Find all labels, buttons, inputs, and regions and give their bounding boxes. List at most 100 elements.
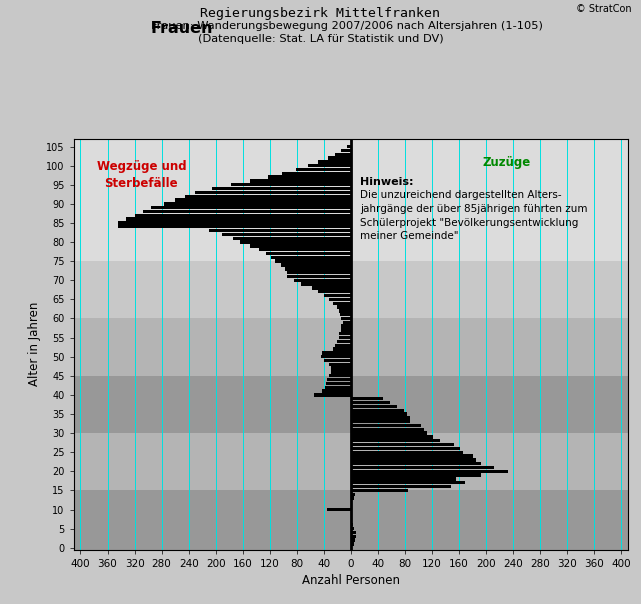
Bar (231, 183, 351, 187)
Bar (351, 500, 353, 504)
Text: Hinweis:: Hinweis: (360, 177, 414, 187)
Bar (269, 175, 351, 179)
Bar (74, 376, 628, 433)
Bar (351, 439, 440, 443)
Bar (351, 435, 433, 439)
Bar (325, 385, 351, 389)
Bar (164, 202, 351, 205)
Bar (351, 512, 353, 515)
Bar (343, 321, 351, 324)
Bar (351, 474, 481, 477)
Bar (259, 248, 351, 251)
Bar (351, 408, 404, 412)
Bar (266, 252, 351, 255)
X-axis label: Anzahl Personen: Anzahl Personen (302, 574, 400, 587)
Bar (351, 523, 353, 527)
Bar (74, 139, 628, 261)
Bar (312, 286, 351, 289)
Bar (222, 233, 351, 236)
Bar (351, 397, 383, 400)
Text: Regierungsbezirk Mittelfranken: Regierungsbezirk Mittelfranken (201, 7, 440, 21)
Bar (308, 164, 351, 167)
Bar (329, 374, 351, 378)
Bar (240, 240, 351, 244)
Bar (342, 324, 351, 328)
Bar (351, 527, 354, 530)
Bar (281, 263, 351, 267)
Bar (333, 347, 351, 351)
Bar (351, 447, 460, 450)
Text: © StratCon: © StratCon (576, 4, 631, 14)
Bar (285, 267, 351, 271)
Bar (351, 496, 354, 500)
Bar (335, 344, 351, 347)
Bar (351, 401, 390, 404)
Bar (329, 362, 351, 366)
Bar (324, 294, 351, 297)
Bar (333, 301, 351, 305)
Bar (351, 454, 472, 458)
Bar (340, 313, 351, 316)
Bar (351, 416, 410, 420)
Bar (319, 290, 351, 294)
Text: Die unzureichend dargestellten Alters-
jahrgänge der über 85jährigen führten zum: Die unzureichend dargestellten Alters- j… (360, 190, 588, 242)
Bar (351, 477, 456, 481)
Bar (301, 283, 351, 286)
Bar (339, 309, 351, 312)
Bar (322, 351, 351, 355)
Bar (351, 462, 481, 465)
Bar (331, 370, 351, 374)
Bar (282, 172, 351, 175)
Bar (74, 433, 628, 490)
Bar (351, 515, 353, 519)
Bar (151, 206, 351, 210)
Bar (296, 168, 351, 171)
Bar (249, 244, 351, 248)
Text: Frauen: Frauen (151, 21, 213, 36)
Bar (351, 531, 356, 534)
Bar (319, 160, 351, 164)
Bar (351, 485, 451, 488)
Bar (351, 458, 476, 461)
Text: Frauen: Wanderungsbewegung 2007/2006 nach Altersjahren (1-105): Frauen: Wanderungsbewegung 2007/2006 nac… (151, 21, 542, 31)
Bar (324, 359, 351, 362)
Bar (328, 156, 351, 159)
Bar (351, 451, 463, 454)
Bar (74, 490, 628, 550)
Bar (342, 317, 351, 320)
Bar (351, 428, 424, 431)
Bar (329, 298, 351, 301)
Bar (326, 382, 351, 385)
Bar (339, 332, 351, 335)
Bar (331, 367, 351, 370)
Bar (351, 413, 407, 416)
Bar (351, 466, 494, 469)
Bar (185, 194, 351, 198)
Bar (342, 328, 351, 332)
Bar (287, 275, 351, 278)
Bar (196, 191, 351, 194)
Bar (175, 198, 351, 202)
Bar (74, 261, 628, 318)
Bar (351, 504, 353, 507)
Bar (118, 221, 351, 225)
Bar (328, 378, 351, 381)
Bar (351, 424, 420, 427)
Bar (249, 179, 351, 182)
Bar (351, 481, 465, 484)
Bar (351, 405, 397, 408)
Bar (351, 431, 427, 435)
Text: Wegzüge und
Sterbefälle: Wegzüge und Sterbefälle (97, 160, 186, 190)
Bar (351, 470, 508, 473)
Text: Zuzüge: Zuzüge (482, 156, 531, 169)
Bar (351, 535, 356, 538)
Bar (335, 153, 351, 156)
Text: (Datenquelle: Stat. LA für Statistik und DV): (Datenquelle: Stat. LA für Statistik und… (197, 34, 444, 44)
Bar (351, 538, 355, 542)
Bar (118, 225, 351, 228)
Bar (313, 393, 351, 397)
Bar (351, 519, 353, 522)
Bar (126, 217, 351, 221)
Bar (351, 492, 355, 496)
Bar (347, 145, 351, 148)
